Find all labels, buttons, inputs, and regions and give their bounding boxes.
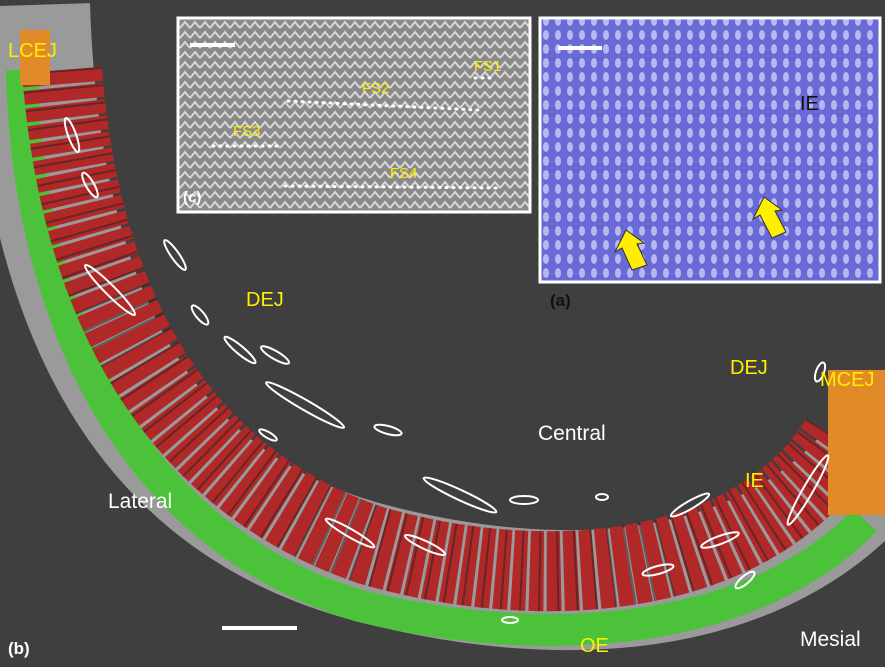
label: IE [745,470,764,492]
label: OE [580,635,609,657]
label: FS2 [362,80,390,97]
mcej-region [828,370,885,515]
label: Lateral [108,490,172,513]
inset-c [178,18,530,212]
label: DEJ [730,357,768,379]
panel-label: (b) [8,639,30,658]
label: Central [538,422,606,445]
label: LCEJ [8,40,57,62]
panel-label: (c) [183,189,201,206]
label: IE [800,93,819,115]
label: Mesial [800,628,861,651]
label: FS3 [233,123,261,140]
label: FS1 [474,58,502,75]
panel-label: (a) [550,291,571,310]
figure: LCEJ MCEJ DEJ DEJ IE OE Central Lateral … [0,0,885,667]
label: FS4 [390,165,418,182]
label: MCEJ [820,369,874,391]
inset-a [540,18,880,282]
label: DEJ [246,289,284,311]
